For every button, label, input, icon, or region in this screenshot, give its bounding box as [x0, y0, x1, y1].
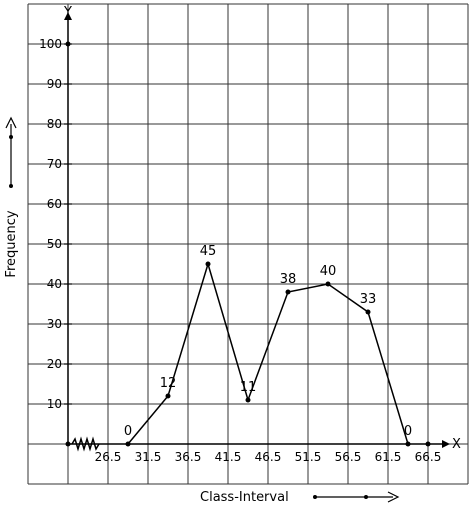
y-axis-title: Frequency [4, 210, 19, 277]
data-point [245, 397, 251, 403]
grid [27, 3, 469, 485]
data-label: 38 [280, 272, 297, 287]
y-tick-label: 80 [47, 117, 62, 131]
data-label: 12 [160, 376, 177, 391]
x-tick-label: 56.5 [335, 450, 362, 464]
data-point [365, 309, 371, 315]
y-tick-label: 20 [47, 357, 62, 371]
x-tick-label: 31.5 [135, 450, 162, 464]
data-point [325, 281, 331, 287]
x-axis-letter: X [452, 437, 461, 452]
y-axis-letter: Y [63, 5, 72, 20]
data-label: 11 [240, 380, 257, 395]
x-tick-label: 46.5 [255, 450, 282, 464]
data-label: 0 [404, 424, 412, 439]
y-tick-label: 60 [47, 197, 62, 211]
data-label: 0 [124, 424, 132, 439]
x-tick-label: 26.5 [95, 450, 122, 464]
y-tick-label: 90 [47, 77, 62, 91]
x-title-arrow-dot-left [313, 495, 317, 499]
x-axis-title: Class-Interval [200, 490, 289, 505]
axes: Y X [63, 5, 461, 452]
series [125, 261, 411, 447]
y-axis-title-group: Frequency [4, 116, 19, 278]
y-tick-label: 30 [47, 317, 62, 331]
y-tick-label: 40 [47, 277, 62, 291]
x-tick-label: 36.5 [175, 450, 202, 464]
y-title-arrow-dot-bottom [9, 184, 13, 188]
data-point [165, 393, 171, 399]
y-tick-label: 70 [47, 157, 62, 171]
y-axis-arrow-icon [64, 12, 72, 20]
x-tick-label: 51.5 [295, 450, 322, 464]
x-title-arrow-icon [387, 491, 400, 503]
data-point [205, 261, 211, 267]
data-point [125, 441, 131, 447]
origin-dot [65, 441, 71, 447]
y-tick-label: 10 [47, 397, 62, 411]
axis-break-zigzag-icon [71, 436, 100, 452]
y-title-arrow-icon [5, 116, 17, 129]
y-tick-label: 50 [47, 237, 62, 251]
frequency-polygon-line [127, 261, 409, 445]
x-tick-label: 66.5 [415, 450, 442, 464]
data-labels: 0 12 45 11 38 40 33 0 [124, 244, 412, 439]
x-axis-arrow-icon [442, 440, 450, 448]
data-label: 33 [360, 292, 377, 307]
x-axis-title-group: Class-Interval [200, 490, 400, 505]
data-label: 45 [200, 244, 217, 259]
x-title-arrow-dot-right [364, 495, 368, 499]
tick-labels: 26.5 31.5 36.5 41.5 46.5 51.5 56.5 61.5 66.5 10 20… [39, 37, 441, 464]
x-tick-label: 61.5 [375, 450, 402, 464]
x-axis-end-dot [425, 441, 431, 447]
data-point [285, 289, 291, 295]
data-label: 40 [320, 264, 337, 279]
y-tick-label: 100 [39, 37, 62, 51]
y-title-arrow-dot-top [9, 135, 13, 139]
x-tick-label: 41.5 [215, 450, 242, 464]
data-point [405, 441, 411, 447]
